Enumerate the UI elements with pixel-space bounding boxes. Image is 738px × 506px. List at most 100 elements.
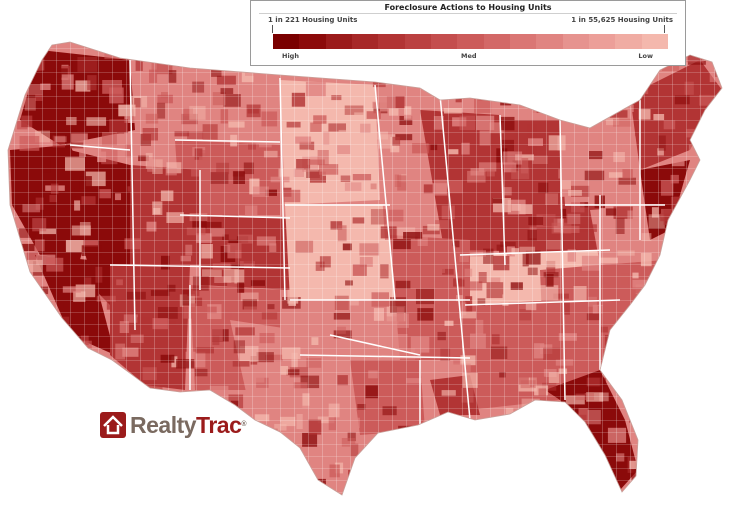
county-cell xyxy=(63,456,70,463)
county-cell xyxy=(673,316,685,331)
scale-label-low: Low xyxy=(638,52,653,60)
county-cell xyxy=(431,77,447,87)
county-cell xyxy=(194,472,205,488)
county-cell xyxy=(692,279,711,290)
county-cell xyxy=(523,423,537,435)
color-scale-bar xyxy=(272,33,669,50)
county-cell xyxy=(694,486,705,494)
county-cell xyxy=(603,483,612,495)
county-cell xyxy=(589,466,603,480)
county-cell xyxy=(715,363,722,378)
county-cell xyxy=(55,448,63,462)
county-cell xyxy=(394,465,415,479)
scale-swatch xyxy=(483,34,510,49)
county-cell xyxy=(663,391,676,402)
county-cell xyxy=(661,375,673,387)
state-border xyxy=(559,119,566,401)
county-cell xyxy=(525,414,535,425)
county-cell xyxy=(697,261,715,273)
county-cell xyxy=(10,299,18,306)
county-cell xyxy=(667,276,684,291)
scale-swatch xyxy=(615,34,642,49)
scale-swatch xyxy=(562,34,589,49)
county-cell xyxy=(668,422,680,438)
county-cell xyxy=(715,474,722,482)
county-cell xyxy=(409,447,417,460)
county-cell xyxy=(697,214,715,221)
county-cell xyxy=(369,477,385,486)
legend-low-end-label: 1 in 55,625 Housing Units xyxy=(571,16,673,24)
scale-swatch xyxy=(457,34,484,49)
county-cell xyxy=(474,79,485,95)
county-cell xyxy=(713,426,722,438)
county-cell xyxy=(581,447,600,457)
county-cell xyxy=(257,428,278,440)
county-cell xyxy=(253,447,268,463)
county-cell xyxy=(183,484,192,495)
county-cell xyxy=(530,401,537,414)
county-cell xyxy=(31,396,38,406)
county-cell xyxy=(195,443,210,453)
county-cell xyxy=(387,478,401,492)
county-cell xyxy=(467,67,480,76)
scale-label-high: High xyxy=(282,52,299,60)
county-cell xyxy=(14,374,27,382)
county-cell xyxy=(532,431,542,447)
county-cell xyxy=(718,191,722,197)
county-cell xyxy=(719,241,722,255)
county-cell xyxy=(79,486,92,494)
county-cell xyxy=(712,458,722,466)
county-cell xyxy=(669,278,684,286)
state-border xyxy=(329,334,421,356)
county-cell xyxy=(672,416,688,432)
county-cell xyxy=(77,359,95,371)
county-cell xyxy=(635,351,655,357)
scale-swatch xyxy=(273,34,300,49)
county-cell xyxy=(571,444,587,451)
county-cell xyxy=(688,341,705,347)
county-cell xyxy=(438,82,450,92)
county-cell xyxy=(493,479,511,495)
county-cell xyxy=(225,49,237,57)
county-cell xyxy=(694,481,708,489)
county-cell xyxy=(28,421,46,433)
county-cell xyxy=(508,464,521,480)
county-cell xyxy=(168,475,182,488)
county-cell xyxy=(610,91,619,97)
county-cell xyxy=(20,351,30,367)
scale-swatch xyxy=(378,34,405,49)
county-cell xyxy=(527,98,540,106)
county-cell xyxy=(523,491,534,495)
county-cell xyxy=(674,380,689,394)
county-cell xyxy=(663,465,674,479)
state-border xyxy=(299,354,471,359)
county-cell xyxy=(359,460,367,467)
county-cell xyxy=(201,391,215,405)
county-cell xyxy=(11,106,20,114)
county-cell xyxy=(90,355,102,371)
county-cell xyxy=(51,330,58,347)
scale-swatch xyxy=(588,34,616,49)
county-cell xyxy=(64,345,73,351)
county-cell xyxy=(643,428,660,434)
county-cell xyxy=(510,429,523,440)
county-cell xyxy=(12,59,27,66)
county-cell xyxy=(135,476,144,489)
county-cell xyxy=(687,238,698,248)
county-cell xyxy=(549,482,569,495)
county-cell xyxy=(168,466,177,480)
county-cell xyxy=(45,352,60,366)
county-cell xyxy=(533,482,552,493)
county-cell xyxy=(520,67,535,81)
county-cell xyxy=(12,379,30,390)
county-cell xyxy=(717,361,722,378)
county-cell xyxy=(96,469,114,483)
county-cell xyxy=(705,344,722,356)
county-cell xyxy=(572,427,590,440)
county-cell xyxy=(502,65,518,78)
county-cell xyxy=(247,459,265,472)
county-cell xyxy=(396,432,409,449)
county-cell xyxy=(659,368,676,378)
state-border xyxy=(464,299,621,306)
logo-text-trac: Trac xyxy=(196,412,242,438)
